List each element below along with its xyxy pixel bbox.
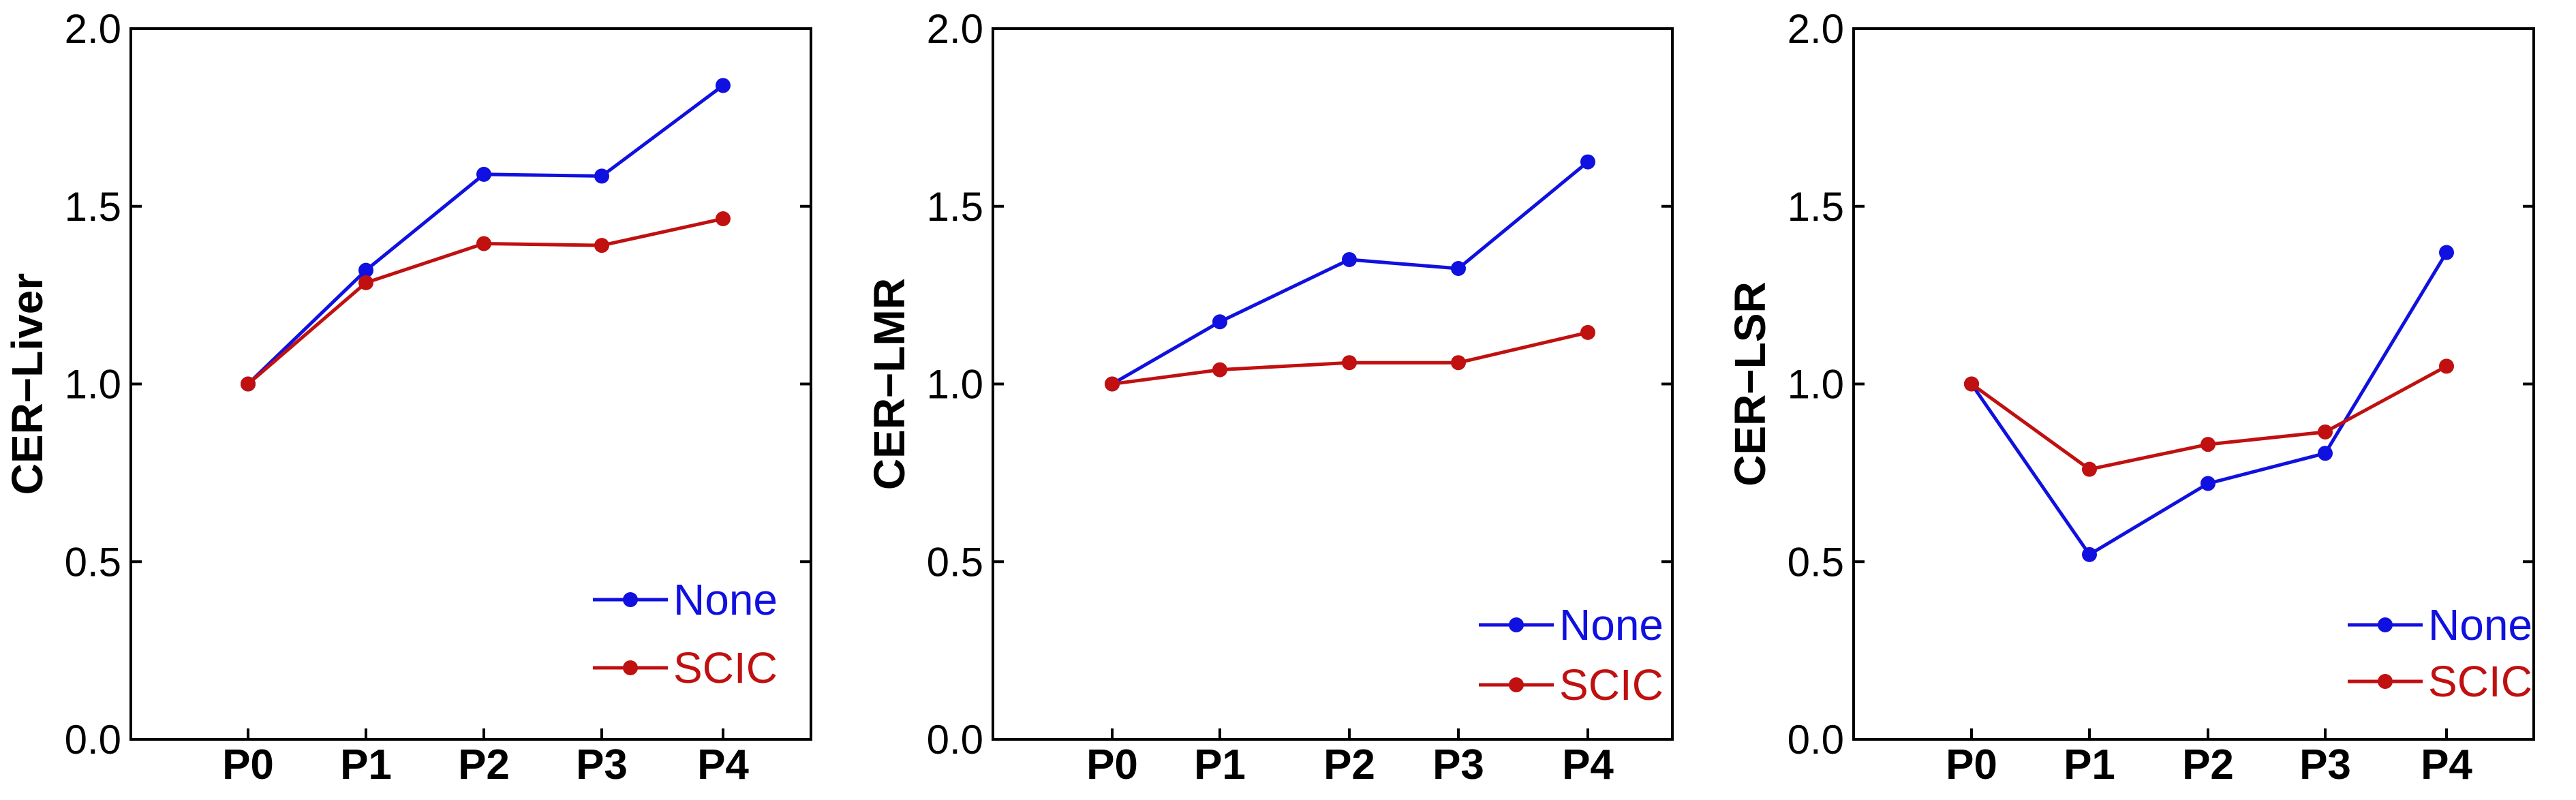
x-tick-label: P0 <box>222 741 274 788</box>
plot-frame <box>129 27 812 741</box>
chart-panel-2: 0.0 0.5 1.0 1.5 2.0 P0 P1 P2 P3 P4 CER−LMR None SCIC <box>865 6 1674 788</box>
series-scic <box>1105 324 1595 392</box>
legend-label-none: None <box>2428 600 2532 649</box>
legend-marker-none <box>2378 617 2393 632</box>
x-tick-label: P0 <box>1946 741 1997 788</box>
y-tick-label: 1.5 <box>927 184 983 230</box>
y-tick-label: 1.0 <box>1788 362 1844 407</box>
legend-marker-none <box>623 592 638 607</box>
x-tick-label: P3 <box>576 741 628 788</box>
data-point <box>1212 362 1227 378</box>
chart-panel-3: 0.0 0.5 1.0 1.5 2.0 P0 P1 P2 P3 P4 CER−LSR None SCIC <box>1726 6 2535 788</box>
data-point <box>2439 358 2454 374</box>
y-tick-label: 1.0 <box>927 362 983 407</box>
data-point <box>2318 424 2333 440</box>
data-point <box>1105 376 1120 392</box>
legend-label-scic: SCIC <box>1559 660 1663 709</box>
data-point <box>358 275 373 290</box>
legend-marker-scic <box>623 660 638 675</box>
y-axis-label: CER−Liver <box>3 273 52 495</box>
y-tick-label: 0.0 <box>65 717 121 763</box>
data-point <box>2201 437 2215 452</box>
data-point <box>2439 245 2454 260</box>
data-point <box>2082 547 2097 562</box>
y-tick-label: 1.5 <box>65 184 121 230</box>
legend-label-scic: SCIC <box>673 643 778 692</box>
data-point <box>1342 355 1357 371</box>
data-point <box>241 376 256 392</box>
legend-label-none: None <box>1559 600 1663 649</box>
x-tick-label: P2 <box>2182 741 2234 788</box>
x-tick-label: P4 <box>697 741 749 788</box>
data-point <box>1451 355 1466 371</box>
data-point <box>2082 461 2097 477</box>
series-line <box>1970 365 2448 472</box>
y-axis-label: CER−LMR <box>865 278 914 490</box>
y-tick-label: 0.5 <box>65 539 121 585</box>
x-tick-label: P1 <box>2064 741 2115 788</box>
x-tick-label: P0 <box>1086 741 1138 788</box>
legend-label-none: None <box>673 575 778 624</box>
data-point <box>358 262 373 278</box>
data-point <box>1580 154 1595 170</box>
x-tick-label: P3 <box>1432 741 1484 788</box>
y-tick-label: 0.0 <box>927 717 983 763</box>
y-tick-label: 1.5 <box>1788 184 1844 230</box>
y-tick-label: 2.0 <box>65 6 121 52</box>
data-point <box>716 211 731 227</box>
series-scic <box>241 211 731 392</box>
x-tick-label: P1 <box>340 741 392 788</box>
x-tick-label: P4 <box>2421 741 2472 788</box>
data-point <box>2318 446 2333 461</box>
data-point <box>2201 476 2215 491</box>
x-tick-label: P2 <box>458 741 510 788</box>
x-tick-label: P1 <box>1194 741 1246 788</box>
legend-marker-scic <box>2378 674 2393 689</box>
data-point <box>1212 314 1227 330</box>
y-tick-label: 2.0 <box>1788 6 1844 52</box>
data-point <box>1451 261 1466 277</box>
y-axis-label: CER−LSR <box>1726 281 1775 487</box>
y-tick-label: 0.5 <box>927 539 983 585</box>
x-tick-label: P4 <box>1562 741 1614 788</box>
data-point <box>594 168 609 184</box>
data-point <box>476 236 491 251</box>
data-point <box>594 238 609 253</box>
legend-label-scic: SCIC <box>2428 657 2532 706</box>
x-tick-label: P3 <box>2299 741 2351 788</box>
chart-panel-1: 0.0 0.5 1.0 1.5 2.0 P0 P1 P2 P3 P4 CER−Liver None SC… <box>3 6 812 788</box>
y-tick-label: 2.0 <box>927 6 983 52</box>
x-tick-label: P2 <box>1323 741 1375 788</box>
data-point <box>1964 376 1979 392</box>
data-point <box>1342 251 1357 267</box>
legend-marker-scic <box>1509 677 1524 692</box>
data-point <box>716 78 731 93</box>
data-point <box>476 166 491 182</box>
y-tick-label: 1.0 <box>65 362 121 407</box>
legend-marker-none <box>1509 617 1524 632</box>
series-scic <box>1964 358 2454 477</box>
y-tick-label: 0.0 <box>1788 717 1844 763</box>
y-tick-label: 0.5 <box>1788 539 1844 585</box>
data-point <box>1580 324 1595 340</box>
